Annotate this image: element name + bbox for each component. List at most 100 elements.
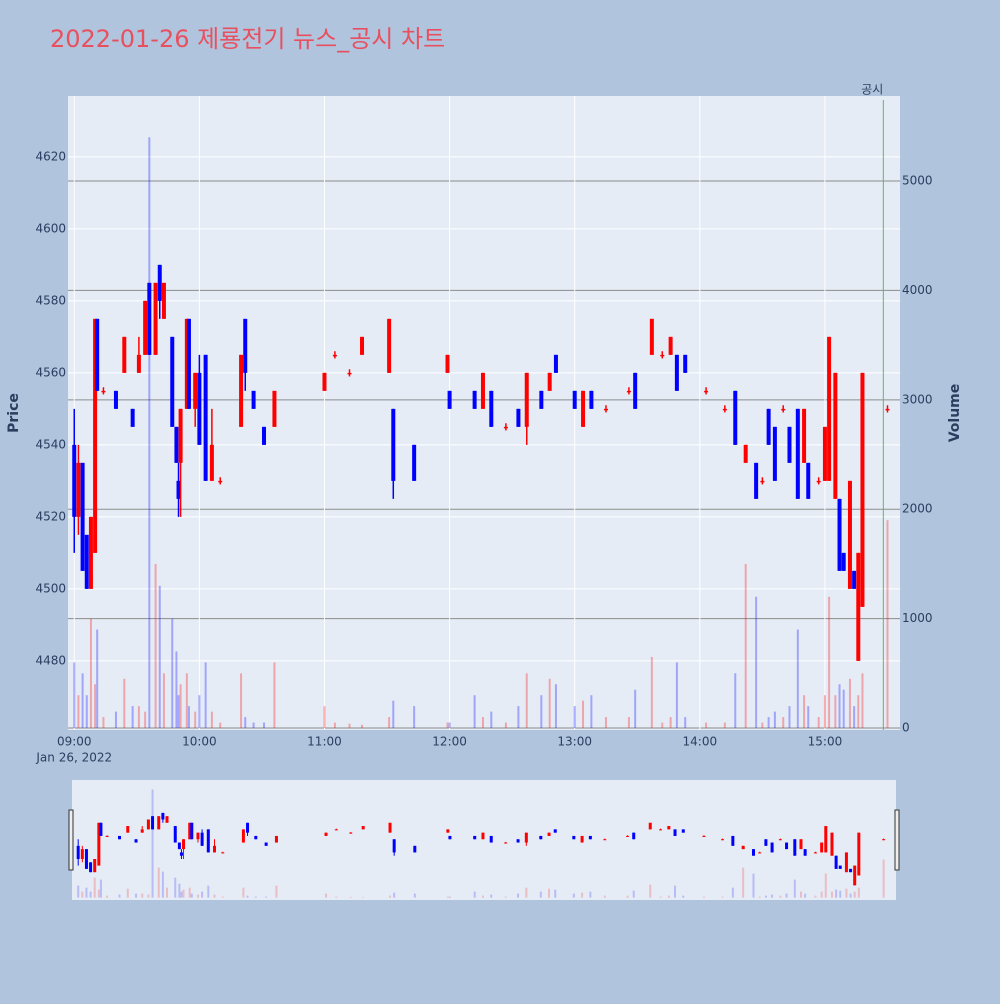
volume-bar bbox=[323, 706, 326, 729]
y2-tick-label: 5000 bbox=[902, 174, 933, 188]
range-slider[interactable] bbox=[72, 780, 896, 900]
candle-body bbox=[856, 552, 861, 661]
range-candle-body bbox=[264, 842, 268, 846]
range-candle-body bbox=[448, 835, 452, 840]
candle-body bbox=[603, 408, 608, 411]
range-candle-body bbox=[539, 835, 543, 840]
range-volume-bar bbox=[481, 895, 484, 898]
range-candle-body bbox=[752, 849, 756, 856]
range-candle-body bbox=[673, 829, 677, 836]
volume-bar bbox=[773, 711, 776, 729]
candle-body bbox=[184, 318, 189, 409]
range-candle-body bbox=[151, 816, 155, 830]
range-volume-bar bbox=[221, 896, 224, 898]
range-volume-bar bbox=[393, 892, 396, 898]
volume-bar bbox=[240, 673, 243, 729]
range-candle-body bbox=[274, 835, 278, 843]
volume-bar bbox=[102, 717, 105, 729]
range-handle[interactable] bbox=[68, 809, 74, 871]
range-volume-bar bbox=[785, 893, 788, 898]
volume-bar bbox=[137, 706, 140, 729]
candle-body bbox=[847, 480, 852, 589]
candle-body bbox=[553, 354, 558, 373]
candle-body bbox=[626, 390, 631, 393]
candle-body bbox=[674, 354, 679, 391]
range-volume-bar bbox=[824, 873, 827, 898]
volume-bar bbox=[154, 563, 157, 729]
candle-body bbox=[660, 354, 665, 357]
candle-body bbox=[176, 480, 181, 499]
range-volume-bar bbox=[188, 887, 191, 898]
range-candle-body bbox=[349, 832, 353, 834]
candle-body bbox=[203, 354, 208, 481]
range-volume-bar bbox=[490, 894, 493, 898]
volume-bar bbox=[388, 717, 391, 729]
candle-body bbox=[733, 390, 738, 445]
candle-body bbox=[332, 354, 337, 357]
volume-bar bbox=[148, 137, 151, 729]
range-candle-body bbox=[105, 835, 109, 837]
candle-body bbox=[243, 318, 248, 373]
candle-body bbox=[760, 480, 765, 483]
y-tick-label: 4540 bbox=[35, 437, 66, 451]
range-candle-body bbox=[473, 835, 477, 840]
volume-bar bbox=[413, 706, 416, 729]
range-candle-body bbox=[702, 835, 706, 837]
y-tick-label: 4580 bbox=[35, 293, 66, 307]
candle-body bbox=[143, 300, 148, 355]
range-volume-bar bbox=[201, 891, 204, 898]
y-tick-label: 4500 bbox=[35, 581, 66, 595]
range-candle-body bbox=[489, 835, 493, 843]
volume-bar bbox=[540, 695, 543, 729]
range-candle-body bbox=[659, 829, 663, 831]
annotation-text: 공시 bbox=[861, 83, 883, 97]
range-candle-body bbox=[516, 839, 520, 843]
x-tick-label: 10:00 bbox=[182, 735, 217, 749]
range-volume-bar bbox=[793, 879, 796, 898]
candle-body bbox=[178, 408, 183, 463]
candle-body bbox=[524, 372, 529, 427]
volume-bar bbox=[244, 717, 247, 729]
range-handle[interactable] bbox=[894, 809, 900, 871]
range-volume-bar bbox=[830, 891, 833, 898]
range-candle-body bbox=[481, 832, 485, 840]
range-candle-body bbox=[721, 839, 725, 841]
range-candle-body bbox=[146, 819, 150, 830]
volume-bar bbox=[204, 662, 207, 729]
range-volume-bar bbox=[349, 896, 352, 898]
range-candle-body bbox=[188, 822, 192, 840]
range-volume-bar bbox=[178, 883, 181, 898]
range-volume-bar bbox=[731, 887, 734, 898]
range-candle-body bbox=[849, 868, 853, 873]
range-volume-bar bbox=[626, 895, 629, 898]
candle-body bbox=[186, 318, 191, 409]
volume-bar bbox=[669, 717, 672, 729]
candle-body bbox=[170, 336, 175, 427]
range-candle-body bbox=[334, 829, 338, 831]
candle-body bbox=[885, 408, 890, 411]
y2-tick-label: 3000 bbox=[902, 392, 933, 406]
y-tick-label: 4520 bbox=[35, 509, 66, 523]
candle-body bbox=[445, 354, 450, 373]
range-candle-body bbox=[80, 849, 84, 860]
y2-tick-label: 4000 bbox=[902, 283, 933, 297]
volume-bar bbox=[392, 700, 395, 729]
range-volume-bar bbox=[548, 888, 551, 898]
candle-body bbox=[489, 390, 494, 427]
candle-body bbox=[589, 390, 594, 409]
volume-bar bbox=[171, 618, 174, 729]
volume-bar bbox=[842, 689, 845, 729]
range-candle-body bbox=[632, 832, 636, 840]
plot-area bbox=[68, 96, 900, 730]
range-volume-bar bbox=[674, 885, 677, 898]
range-volume-bar bbox=[752, 873, 755, 898]
candle-body bbox=[480, 372, 485, 409]
candle-body bbox=[704, 390, 709, 393]
range-volume-bar bbox=[649, 884, 652, 898]
range-volume-bar bbox=[275, 885, 278, 898]
y-tick-label: 4620 bbox=[35, 149, 66, 163]
range-volume-bar bbox=[779, 895, 782, 898]
candle-body bbox=[84, 534, 89, 589]
range-volume-bar bbox=[126, 888, 129, 898]
